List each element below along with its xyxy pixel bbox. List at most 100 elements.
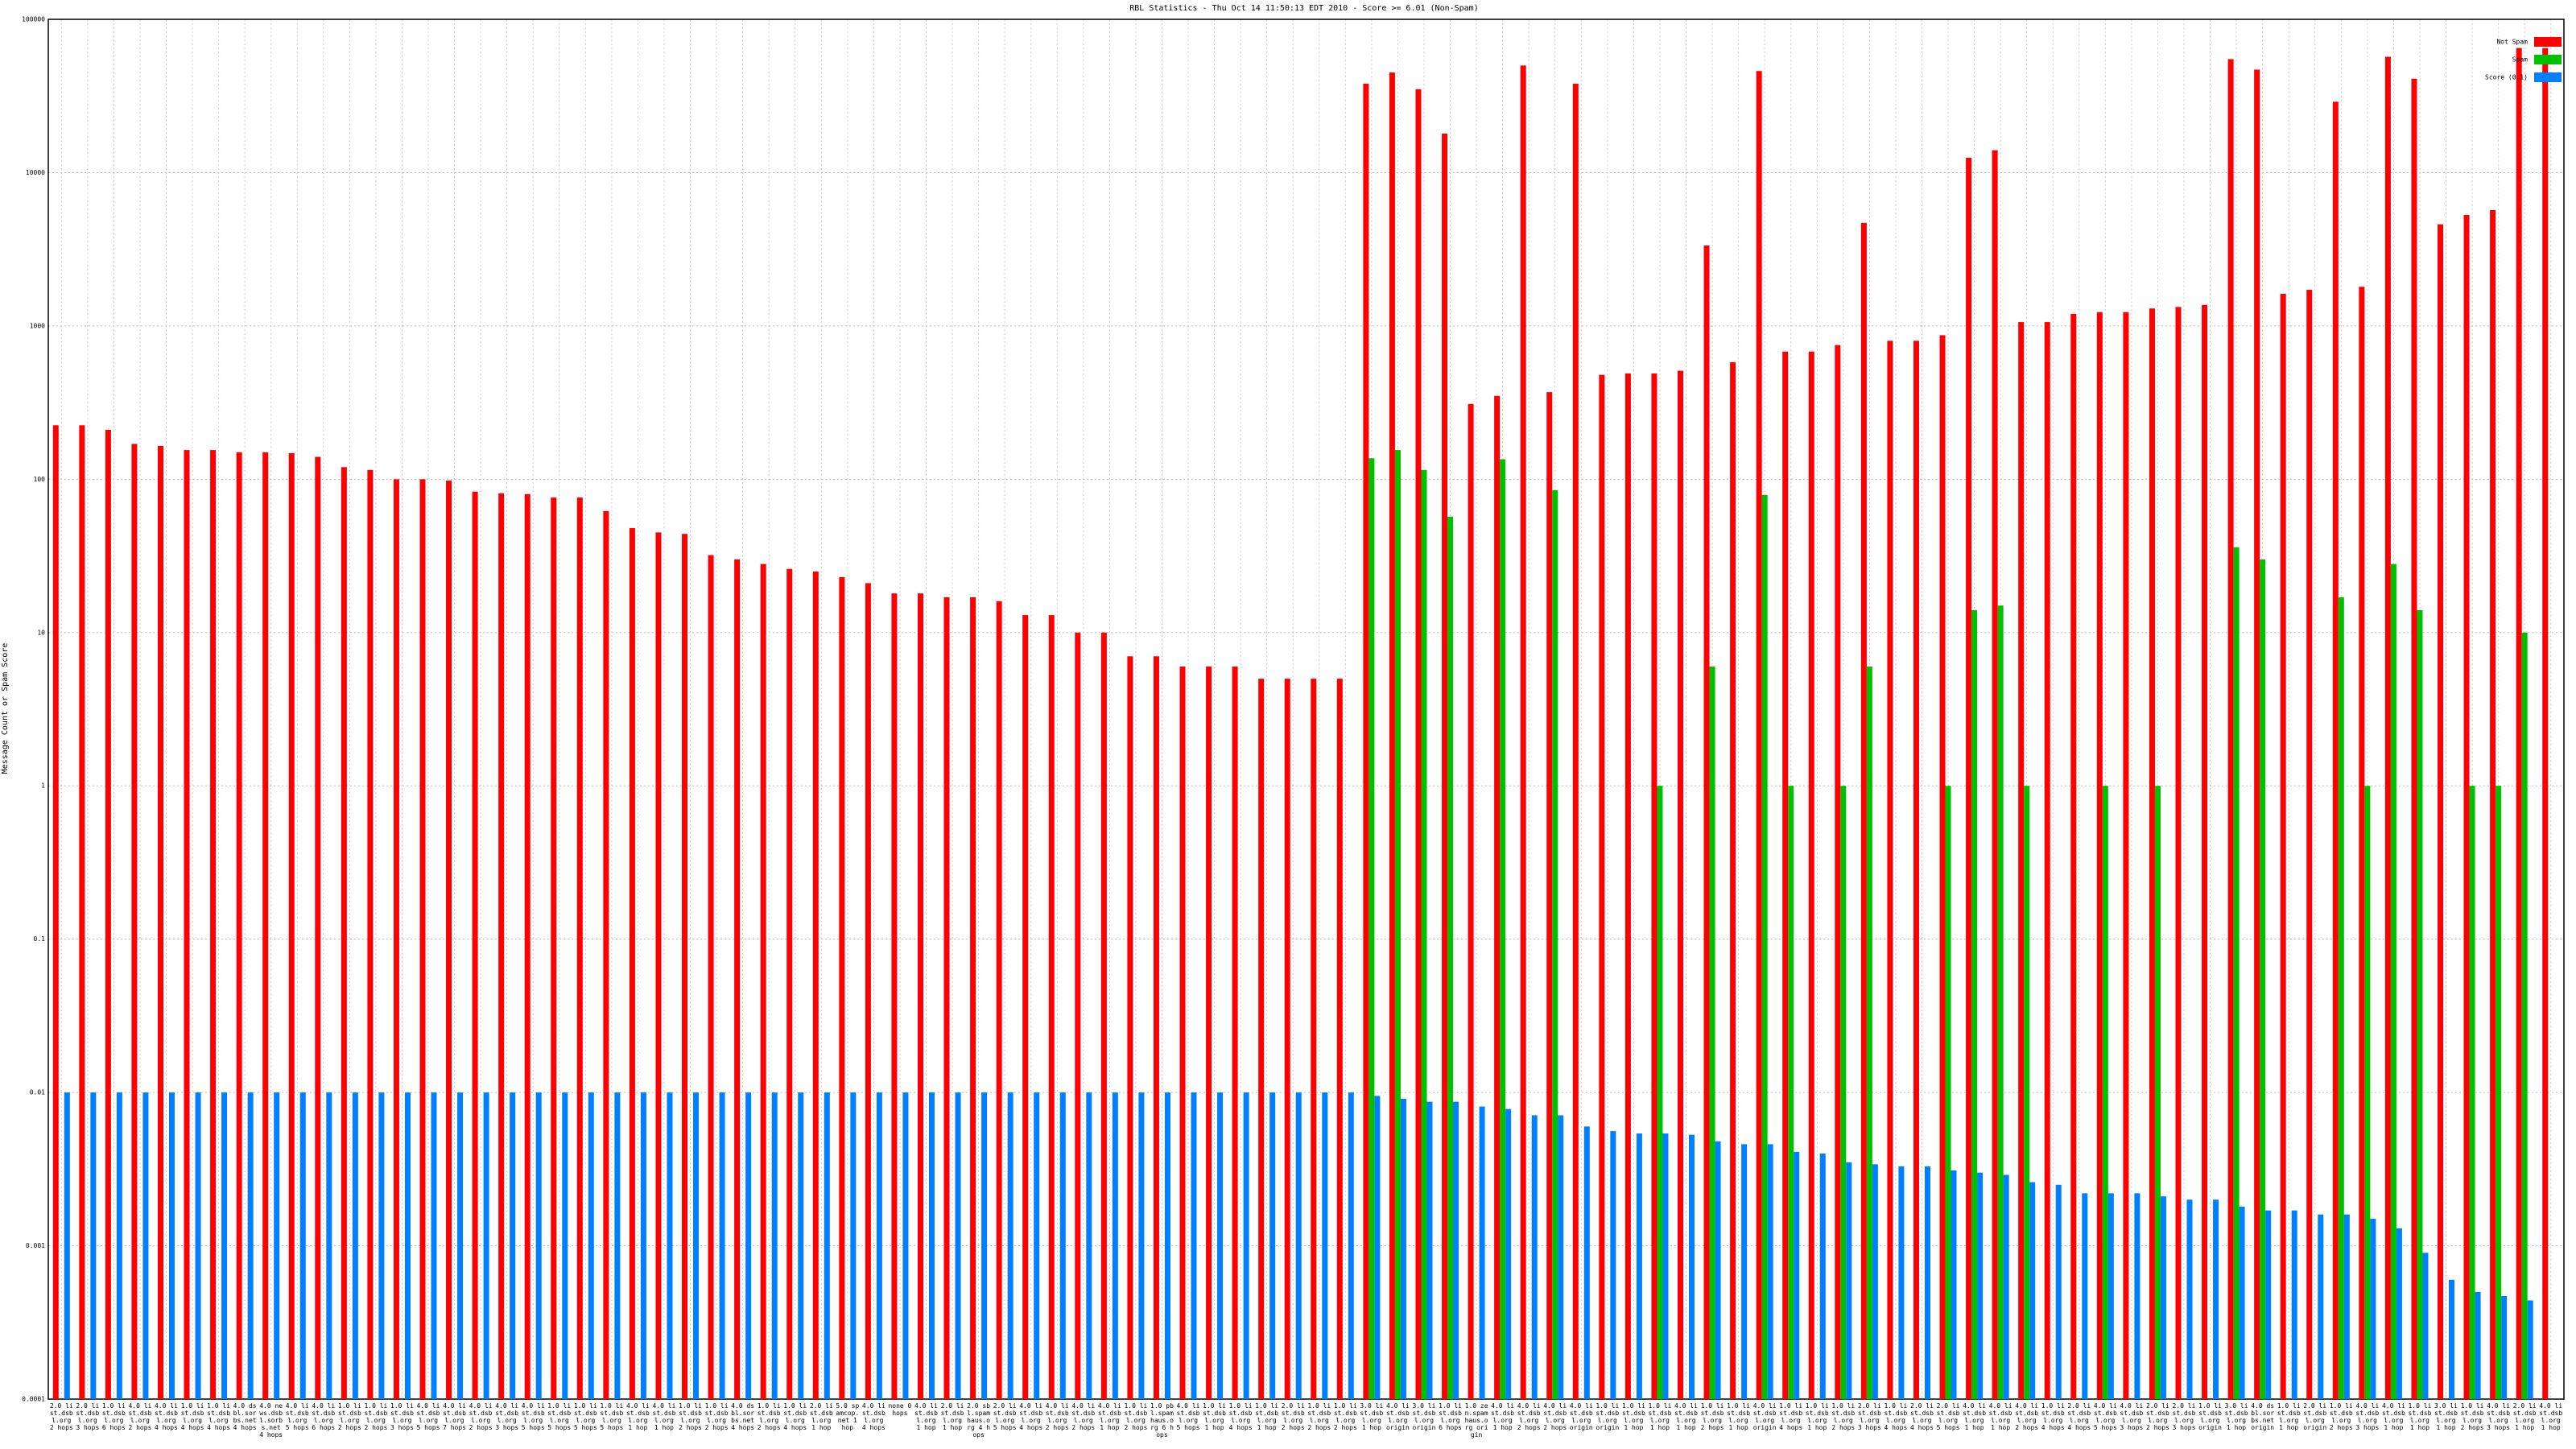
bar <box>1311 679 1317 1399</box>
bar <box>2260 559 2266 1400</box>
bar <box>105 429 111 1399</box>
x-tick-label: 1.0 list.dsbl.org 1 hop <box>1805 1402 1829 1431</box>
x-tick-label: 1.0 pbl.spamhaus.org 6 hops <box>1150 1402 1174 1439</box>
x-tick-label: 4.0 list.dsbl.org 5 hops <box>521 1402 545 1431</box>
x-tick-label: 1.0 list.dsbl.org 2 hops <box>2329 1402 2353 1431</box>
bar <box>1520 65 1526 1400</box>
y-tick-label: 0.001 <box>26 1242 45 1249</box>
x-tick-label: 2.0 list.dsbl.org 1 hop <box>809 1402 833 1431</box>
x-tick-label: 1.0 list.dsbl.org 1 hop <box>1255 1402 1279 1431</box>
bar <box>2496 786 2502 1399</box>
x-tick-label: 2.0 list.dsbl.org 3 hops <box>1857 1402 1881 1431</box>
bar <box>798 1092 804 1399</box>
bar <box>2359 287 2365 1399</box>
bar <box>1939 335 1946 1399</box>
bar <box>1400 1098 1406 1399</box>
bar <box>1217 1092 1224 1399</box>
x-tick-label: 3.0 list.dsbl.org 1 hop <box>1360 1402 1384 1431</box>
y-tick-label: 100000 <box>22 16 45 23</box>
bar <box>1389 72 1395 1400</box>
y-tick-label: 100 <box>34 476 46 483</box>
bar <box>1075 632 1081 1399</box>
bar <box>1269 1092 1276 1399</box>
bar <box>510 1092 516 1399</box>
bar <box>2123 312 2129 1399</box>
bar <box>1808 351 1814 1399</box>
bar <box>1112 1092 1118 1399</box>
bar <box>184 450 190 1399</box>
bar <box>419 479 426 1400</box>
bar <box>1322 1092 1328 1399</box>
bar <box>157 445 163 1399</box>
bar <box>236 452 242 1399</box>
bar <box>734 559 741 1400</box>
x-tick-label: 2.0 list.dsbl.org 2 hops <box>1281 1402 1305 1431</box>
bar <box>928 1092 935 1399</box>
x-tick-label: 4.0 list.dsbl.org 5 hops <box>1176 1402 1200 1431</box>
x-tick-label: 4.0 list.dsbl.org 1 hop <box>1674 1402 1698 1431</box>
plot-frame <box>47 19 2565 1400</box>
bar <box>562 1092 568 1399</box>
bar <box>588 1092 594 1399</box>
bar <box>1164 1092 1170 1399</box>
bar <box>2186 1199 2193 1399</box>
bar <box>221 1092 228 1399</box>
bar <box>1651 373 1657 1400</box>
bar <box>1703 245 1710 1400</box>
legend-swatch <box>2534 55 2562 64</box>
bar <box>2318 1214 2324 1399</box>
bar <box>1447 516 1454 1399</box>
bar <box>1558 1115 1564 1399</box>
x-tick-label: 1.0 list.dsbl.org 4 hops <box>1228 1402 1253 1431</box>
bar <box>576 497 583 1399</box>
bar <box>629 528 635 1399</box>
chart-title: RBL Statistics - Thu Oct 14 11:50:13 EDT… <box>1129 4 1478 13</box>
bar <box>1336 679 1343 1399</box>
bar <box>1610 1131 1616 1399</box>
y-tick-label: 0.1 <box>34 935 46 943</box>
bar <box>1887 341 1893 1399</box>
bar <box>1034 1092 1040 1399</box>
x-tick-label: 1.0 list.dsbl.org 1 hop <box>1648 1402 1672 1431</box>
bar <box>745 1092 752 1399</box>
x-tick-label: 2.0 list.dsbl.org 4 hops <box>1910 1402 1934 1431</box>
bar <box>1138 1092 1145 1399</box>
bar <box>970 597 976 1399</box>
legend-swatch <box>2534 37 2562 47</box>
x-tick-label: 2.0 list.dsbl.org 2 hops <box>2145 1402 2169 1431</box>
bar <box>2239 1206 2245 1399</box>
x-tick-label: 3.0 list.dsbl.org 1 hop <box>2434 1402 2458 1431</box>
bar <box>2384 56 2391 1399</box>
x-tick-label: 4.0 dsbl.sorbs.net 4 hops <box>233 1402 257 1431</box>
bar <box>142 1092 149 1399</box>
bar <box>116 1092 122 1399</box>
bar <box>2338 597 2344 1399</box>
x-tick-label: 4.0 list.dsbl.org 4 hops <box>1019 1402 1043 1431</box>
bar <box>2469 786 2475 1399</box>
bar <box>367 469 374 1400</box>
x-tick-label: 4.0 list.dsbl.org 2 hops <box>128 1402 152 1431</box>
bar <box>64 1092 70 1399</box>
bar <box>299 1092 306 1399</box>
x-tick-label: 4.0 list.dsbl.org 5 hops <box>285 1402 309 1431</box>
x-tick-label: 1.0 list.dsbl.org 2 hops <box>364 1402 388 1431</box>
bar <box>1657 786 1663 1399</box>
x-tick-label: 3.0 list.dsbl.org 1 hop <box>2224 1402 2248 1431</box>
x-tick-label: 2.0 list.dsbl.org 3 hops <box>2172 1402 2196 1431</box>
x-tick-label: 2.0 list.dsbl.org 5 hops <box>1936 1402 1960 1431</box>
bar <box>1505 1108 1512 1399</box>
bar <box>195 1092 201 1399</box>
x-tick-label: 1.0 list.dsbl.org 2 hops <box>1831 1402 1856 1431</box>
bar <box>524 493 530 1399</box>
x-tick-label: 4.0 news.dsbl.sorbs.net 4 hops <box>259 1402 283 1439</box>
bar <box>2291 1210 2297 1399</box>
bar <box>2542 47 2549 1399</box>
x-tick-label: 4.0 list.dsbl.org 1 hop <box>914 1402 938 1431</box>
x-tick-label: 2.0 list.dsbl.org 2 hops <box>49 1402 73 1431</box>
bar <box>52 425 59 1399</box>
bar <box>2396 1228 2402 1399</box>
bar <box>1913 341 1919 1399</box>
x-tick-label: 4.0 list.dsbl.org 1 hop <box>1988 1402 2013 1431</box>
bar <box>2280 293 2286 1399</box>
bar <box>1127 656 1133 1399</box>
